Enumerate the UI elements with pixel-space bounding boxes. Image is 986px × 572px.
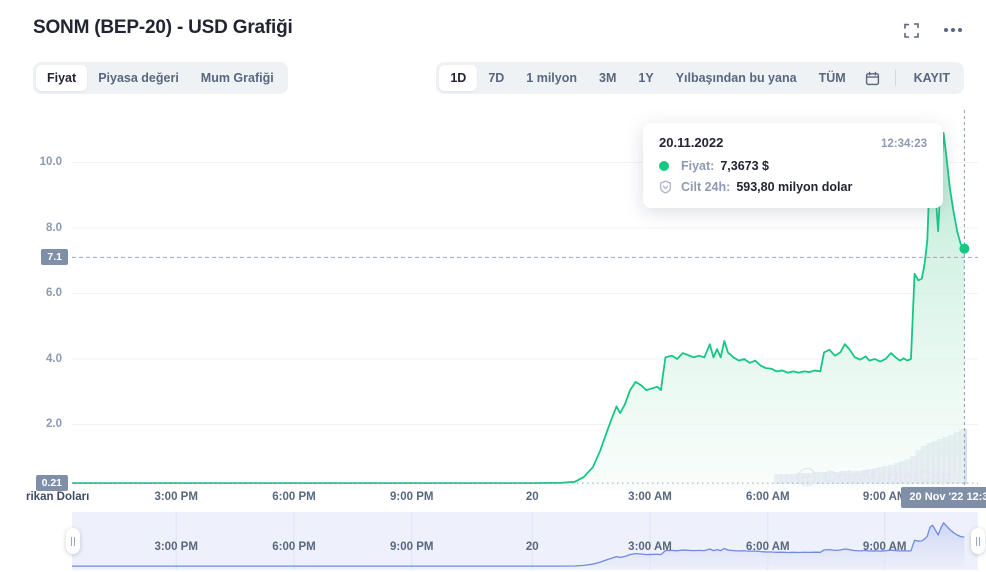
range-1y[interactable]: 1Y [638, 71, 654, 85]
y-tick-6: 6.0 [46, 287, 62, 300]
range-tabs: 1D 7D 1 milyon 3M 1Y Yılbaşından bu yana… [436, 62, 964, 94]
chart-container: 10.0 8.0 6.0 4.0 2.0 7.1 0.21 [0, 104, 986, 494]
y-current-price-badge: 7.1 [41, 249, 68, 266]
y-tick-10: 10.0 [39, 156, 62, 169]
toolbar-divider [894, 70, 896, 86]
page-title: SONM (BEP-20) - USD Grafiği [33, 17, 293, 38]
calendar-icon[interactable] [857, 65, 888, 91]
reference-lines [72, 256, 978, 484]
more-options-icon[interactable] [942, 19, 964, 41]
x-tick-3: 20 [525, 491, 539, 503]
fullscreen-icon[interactable] [900, 19, 922, 41]
price-area-fill [72, 132, 965, 490]
chart-navigator[interactable]: 3:00 PM 6:00 PM 9:00 PM 20 3:00 AM 6:00 … [0, 512, 986, 572]
range-1m[interactable]: 1 milyon [526, 71, 578, 85]
price-dot-icon [659, 161, 681, 171]
tab-mum-grafigi[interactable]: Mum Grafiği [200, 71, 274, 85]
coinmarketcap-logo-icon [797, 467, 817, 487]
range-1d[interactable]: 1D [439, 65, 478, 91]
tooltip-volume-label: Cilt 24h: [681, 180, 731, 194]
navigator-preview-svg [72, 512, 965, 570]
header-actions [900, 19, 964, 41]
y-base-price-badge: 0.21 [35, 475, 68, 492]
navigator-tick-2: 9:00 PM [390, 541, 434, 553]
tooltip-date: 20.11.2022 [659, 135, 724, 150]
tab-fiyat[interactable]: Fiyat [36, 65, 88, 91]
chart-controls: Fiyat Piyasa değeri Mum Grafiği 1D 7D 1 … [0, 62, 986, 100]
tab-piyasa-degeri[interactable]: Piyasa değeri [98, 71, 179, 85]
y-tick-2: 2.0 [46, 418, 62, 431]
tooltip-time: 12:34:23 [880, 138, 927, 150]
navigator-tick-5: 6:00 AM [745, 541, 790, 553]
tooltip-price-value: 7,3673 $ [720, 159, 770, 173]
tooltip-volume-value: 593,80 milyon dolar [736, 180, 853, 194]
log-scale-button[interactable]: KAYIT [913, 71, 950, 85]
navigator-left-handle[interactable] [66, 528, 80, 554]
tooltip-header: 20.11.2022 12:34:23 [659, 135, 927, 150]
price-chart-svg [72, 110, 978, 490]
y-tick-8: 8.0 [46, 221, 62, 234]
y-axis: 10.0 8.0 6.0 4.0 2.0 7.1 0.21 [0, 104, 72, 494]
range-all[interactable]: TÜM [818, 71, 846, 85]
range-7d[interactable]: 7D [488, 71, 505, 85]
x-tick-5: 6:00 AM [745, 491, 790, 503]
tooltip-volume-row: Cilt 24h: 593,80 milyon dolar [659, 180, 927, 194]
navigator-track[interactable]: 3:00 PM 6:00 PM 9:00 PM 20 3:00 AM 6:00 … [72, 512, 978, 570]
x-crosshair-badge: 20 Nov '22 12:34:23 [901, 487, 986, 508]
navigator-right-handle[interactable] [971, 528, 985, 554]
navigator-tick-1: 6:00 PM [272, 541, 316, 553]
tooltip-price-row: Fiyat: 7,3673 $ [659, 159, 927, 173]
range-3m[interactable]: 3M [599, 71, 617, 85]
range-ytd[interactable]: Yılbaşından bu yana [675, 71, 797, 85]
view-tabs: Fiyat Piyasa değeri Mum Grafiği [33, 62, 288, 94]
x-tick-0: 3:00 PM [154, 491, 198, 503]
navigator-tick-4: 3:00 AM [628, 541, 672, 553]
navigator-tick-0: 3:00 PM [154, 541, 198, 553]
last-price-marker [959, 243, 970, 254]
tooltip-price-label: Fiyat: [681, 159, 715, 173]
page-header: SONM (BEP-20) - USD Grafiği [0, 0, 986, 56]
x-tick-2: 9:00 PM [390, 491, 434, 503]
x-axis-unit-label: rikan Doları [26, 491, 90, 503]
watermark-text: CoinMarketCap [824, 467, 952, 486]
coinmarketcap-watermark: CoinMarketCap [797, 467, 951, 487]
navigator-tick-6: 9:00 AM [862, 541, 907, 553]
x-axis: rikan Doları 3:00 PM 6:00 PM 9:00 PM 20 … [0, 486, 986, 512]
volume-shield-icon [659, 180, 681, 194]
x-tick-4: 3:00 AM [628, 491, 672, 503]
navigator-tick-3: 20 [525, 541, 539, 553]
x-tick-1: 6:00 PM [272, 491, 316, 503]
y-tick-4: 4.0 [46, 352, 62, 365]
price-line [72, 132, 966, 485]
plot-area[interactable] [72, 104, 978, 494]
x-tick-6: 9:00 AM [862, 491, 907, 503]
chart-tooltip: 20.11.2022 12:34:23 Fiyat: 7,3673 $ Cilt… [643, 123, 943, 208]
